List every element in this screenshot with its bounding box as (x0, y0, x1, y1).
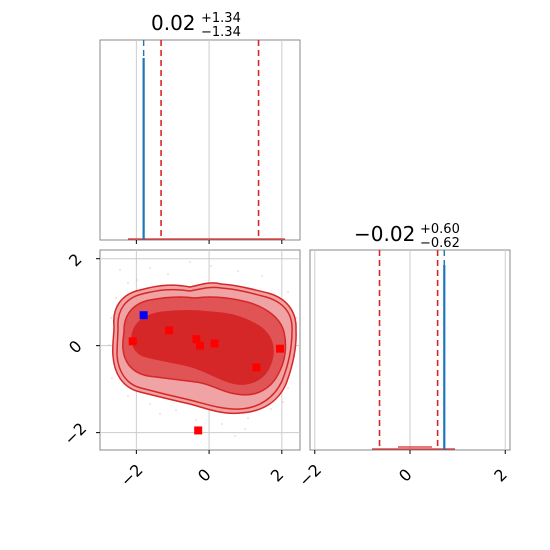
joint-xtick-label: 0 (194, 465, 215, 486)
joint-ytick-label: −2 (60, 419, 90, 449)
param1-title: 0.02 +1.34 −1.34 (151, 11, 241, 40)
panel-joint (99, 249, 301, 451)
joint-red-marker (276, 344, 284, 353)
param1-grid (135, 40, 283, 240)
param1-lines (128, 40, 285, 240)
param1-title-upper: +1.34 (201, 11, 241, 26)
joint-red-marker (192, 335, 201, 344)
joint-blue-marker (139, 311, 148, 320)
joint-red-marker (196, 341, 204, 350)
joint-red-marker (165, 326, 174, 335)
param1-title-median: 0.02 (151, 11, 196, 35)
param2-title-median: −0.02 (354, 222, 415, 246)
joint-red-marker (252, 363, 261, 372)
panel-param1-frame (99, 39, 301, 241)
joint-contour-outer-line2 (116, 286, 293, 410)
joint-ytick-label: 2 (65, 250, 86, 271)
param2-title-lower: −0.62 (420, 236, 460, 251)
param2-xtick-label: 2 (490, 465, 511, 486)
panel-param1-marginal (99, 39, 301, 241)
joint-xtick-label: −2 (117, 460, 147, 490)
param2-xtick-label: −2 (295, 460, 325, 490)
joint-red-marker (128, 337, 137, 346)
param2-lines (372, 250, 455, 450)
joint-scatter-dots (108, 261, 297, 437)
joint-points (128, 311, 284, 435)
param2-grid (314, 250, 506, 450)
joint-ytick-label: 0 (65, 337, 86, 358)
joint-red-marker (194, 426, 203, 435)
param2-title-upper: +0.60 (420, 222, 460, 237)
panel-param2-marginal (309, 249, 511, 451)
param1-title-lower: −1.34 (201, 25, 241, 40)
joint-red-marker (210, 339, 219, 348)
param2-title: −0.02 +0.60 −0.62 (354, 222, 460, 251)
joint-xtick-label: 2 (267, 465, 288, 486)
param2-xtick-label: 0 (395, 465, 416, 486)
